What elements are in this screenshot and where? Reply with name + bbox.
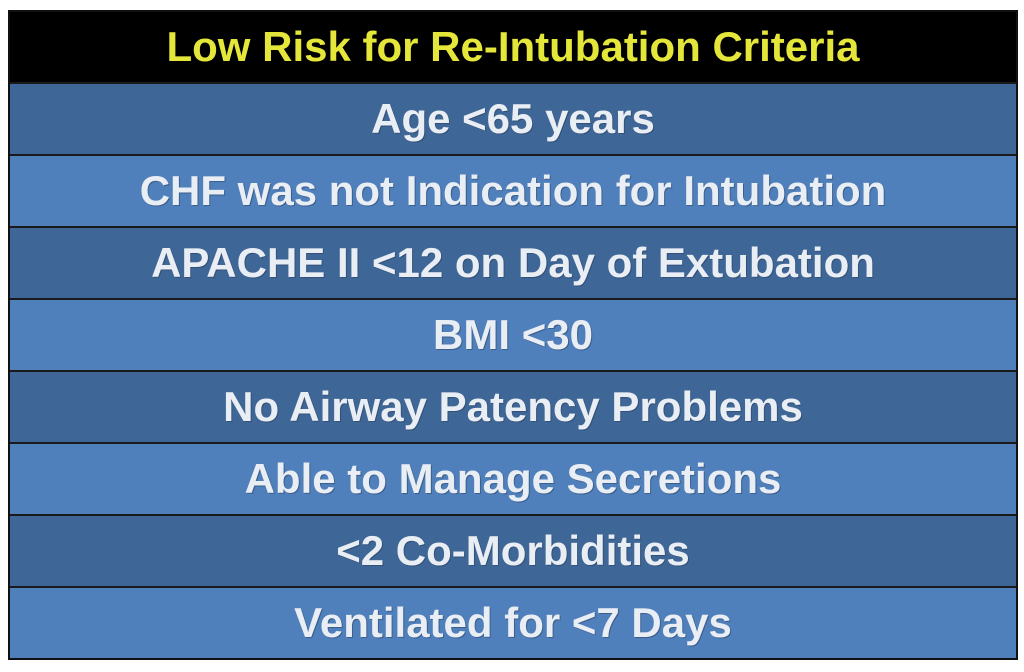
table-row: APACHE II <12 on Day of Extubation <box>10 228 1016 300</box>
table-row: Able to Manage Secretions <box>10 444 1016 516</box>
table-row: BMI <30 <box>10 300 1016 372</box>
table-row: Ventilated for <7 Days <box>10 588 1016 658</box>
table-row: <2 Co-Morbidities <box>10 516 1016 588</box>
criteria-table: Low Risk for Re-Intubation Criteria Age … <box>8 10 1018 660</box>
table-row: CHF was not Indication for Intubation <box>10 156 1016 228</box>
table-row: Age <65 years <box>10 84 1016 156</box>
table-row: No Airway Patency Problems <box>10 372 1016 444</box>
table-title: Low Risk for Re-Intubation Criteria <box>10 12 1016 84</box>
